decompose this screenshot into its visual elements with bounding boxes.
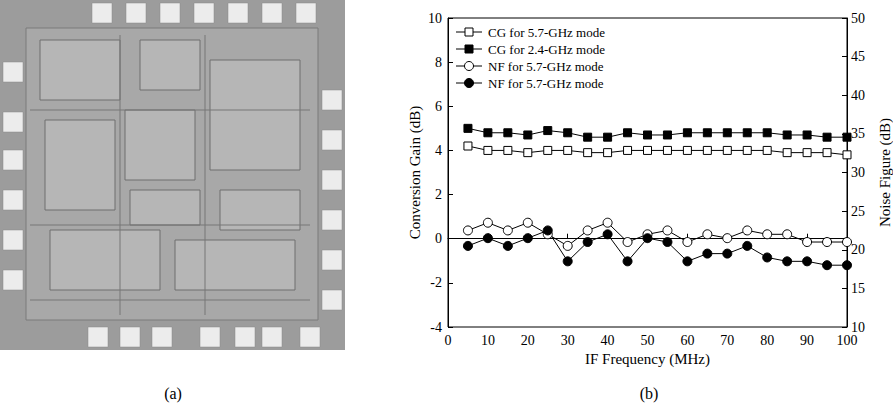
svg-text:25: 25: [851, 204, 865, 219]
svg-text:0: 0: [435, 231, 442, 246]
svg-text:100: 100: [837, 333, 858, 348]
svg-text:10: 10: [481, 333, 495, 348]
svg-text:-2: -2: [430, 275, 442, 290]
svg-text:4: 4: [435, 143, 442, 158]
svg-text:(a): (a): [164, 385, 182, 403]
svg-text:0: 0: [445, 333, 452, 348]
svg-text:Conversion Gain (dB): Conversion Gain (dB): [407, 106, 424, 239]
svg-text:60: 60: [680, 333, 694, 348]
svg-text:CG for 2.4-GHz mode: CG for 2.4-GHz mode: [488, 42, 605, 57]
svg-text:35: 35: [851, 126, 865, 141]
svg-text:6: 6: [435, 99, 442, 114]
svg-text:20: 20: [851, 242, 865, 257]
svg-text:15: 15: [851, 281, 865, 296]
svg-text:90: 90: [800, 333, 814, 348]
svg-text:50: 50: [641, 333, 655, 348]
svg-text:NF for 5.7-GHz mode: NF for 5.7-GHz mode: [488, 59, 604, 74]
svg-text:CG for 5.7-GHz mode: CG for 5.7-GHz mode: [488, 25, 605, 40]
svg-text:50: 50: [851, 11, 865, 26]
svg-text:10: 10: [428, 11, 442, 26]
svg-text:(b): (b): [640, 385, 659, 403]
svg-text:70: 70: [720, 333, 734, 348]
svg-text:2: 2: [435, 187, 442, 202]
svg-text:40: 40: [851, 88, 865, 103]
svg-text:8: 8: [435, 55, 442, 70]
svg-text:20: 20: [521, 333, 535, 348]
svg-text:30: 30: [561, 333, 575, 348]
svg-text:80: 80: [760, 333, 774, 348]
svg-text:NF for 5.7-GHz mode: NF for 5.7-GHz mode: [488, 76, 604, 91]
svg-text:10: 10: [851, 319, 865, 335]
svg-text:45: 45: [851, 49, 865, 64]
svg-text:40: 40: [601, 333, 615, 348]
svg-text:Noise Figure (dB): Noise Figure (dB): [877, 118, 893, 227]
svg-text:IF Frequency (MHz): IF Frequency (MHz): [585, 351, 710, 368]
svg-text:-4: -4: [430, 320, 442, 335]
svg-text:30: 30: [851, 165, 865, 180]
